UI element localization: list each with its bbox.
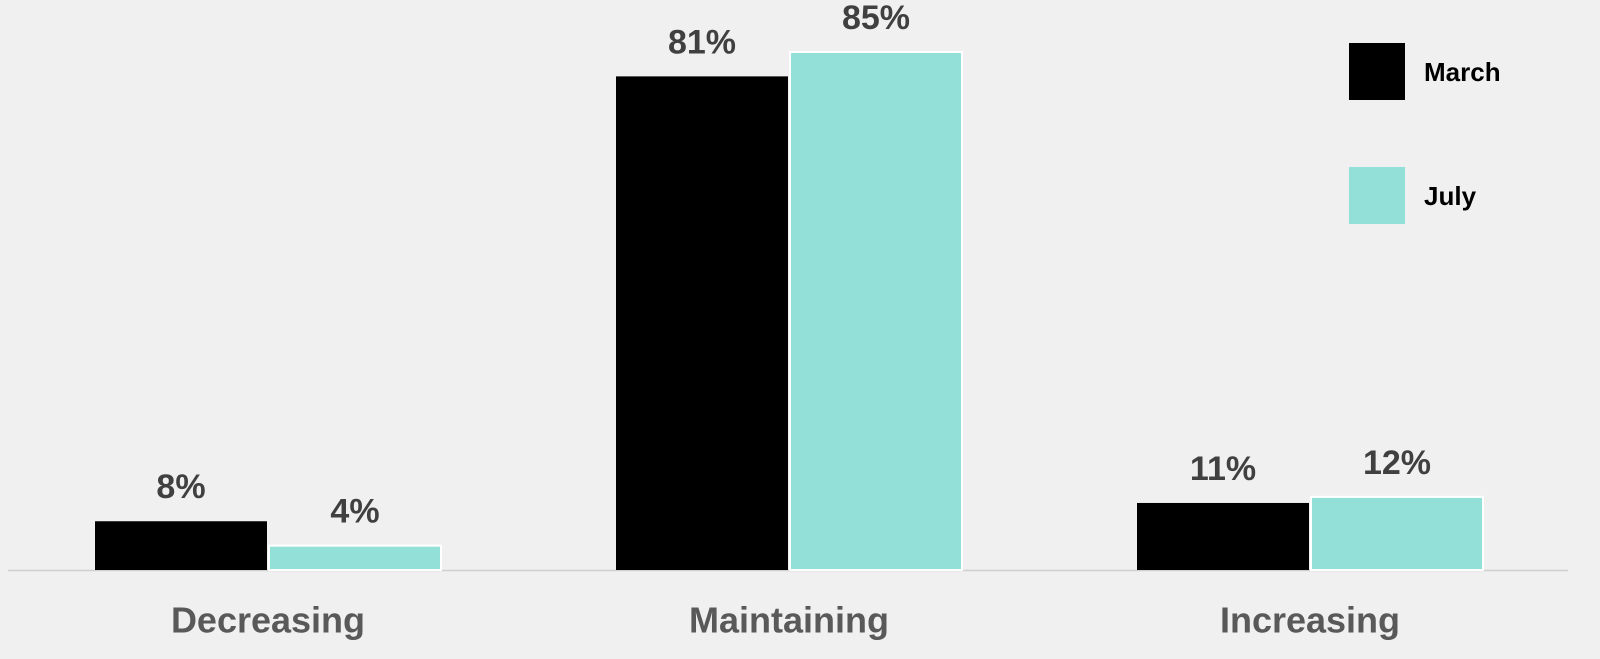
- x-tick-label: Decreasing: [171, 600, 365, 641]
- value-label: 12%: [1363, 444, 1431, 482]
- bar: [616, 76, 788, 571]
- bar: [268, 544, 442, 572]
- bar: [1137, 502, 1309, 570]
- legend-label: July: [1424, 181, 1477, 211]
- value-label: 85%: [842, 0, 910, 37]
- bar: [95, 521, 267, 570]
- bar: [1310, 495, 1484, 571]
- value-label: 8%: [156, 468, 205, 506]
- legend-swatch: [1349, 167, 1405, 224]
- bar: [789, 51, 963, 571]
- legend-label: March: [1424, 57, 1501, 87]
- x-tick-label: Increasing: [1220, 600, 1400, 641]
- x-tick-label: Maintaining: [689, 600, 889, 641]
- value-label: 81%: [668, 23, 736, 61]
- value-label: 4%: [330, 493, 379, 531]
- legend-swatch: [1349, 43, 1405, 100]
- value-label: 11%: [1190, 450, 1256, 488]
